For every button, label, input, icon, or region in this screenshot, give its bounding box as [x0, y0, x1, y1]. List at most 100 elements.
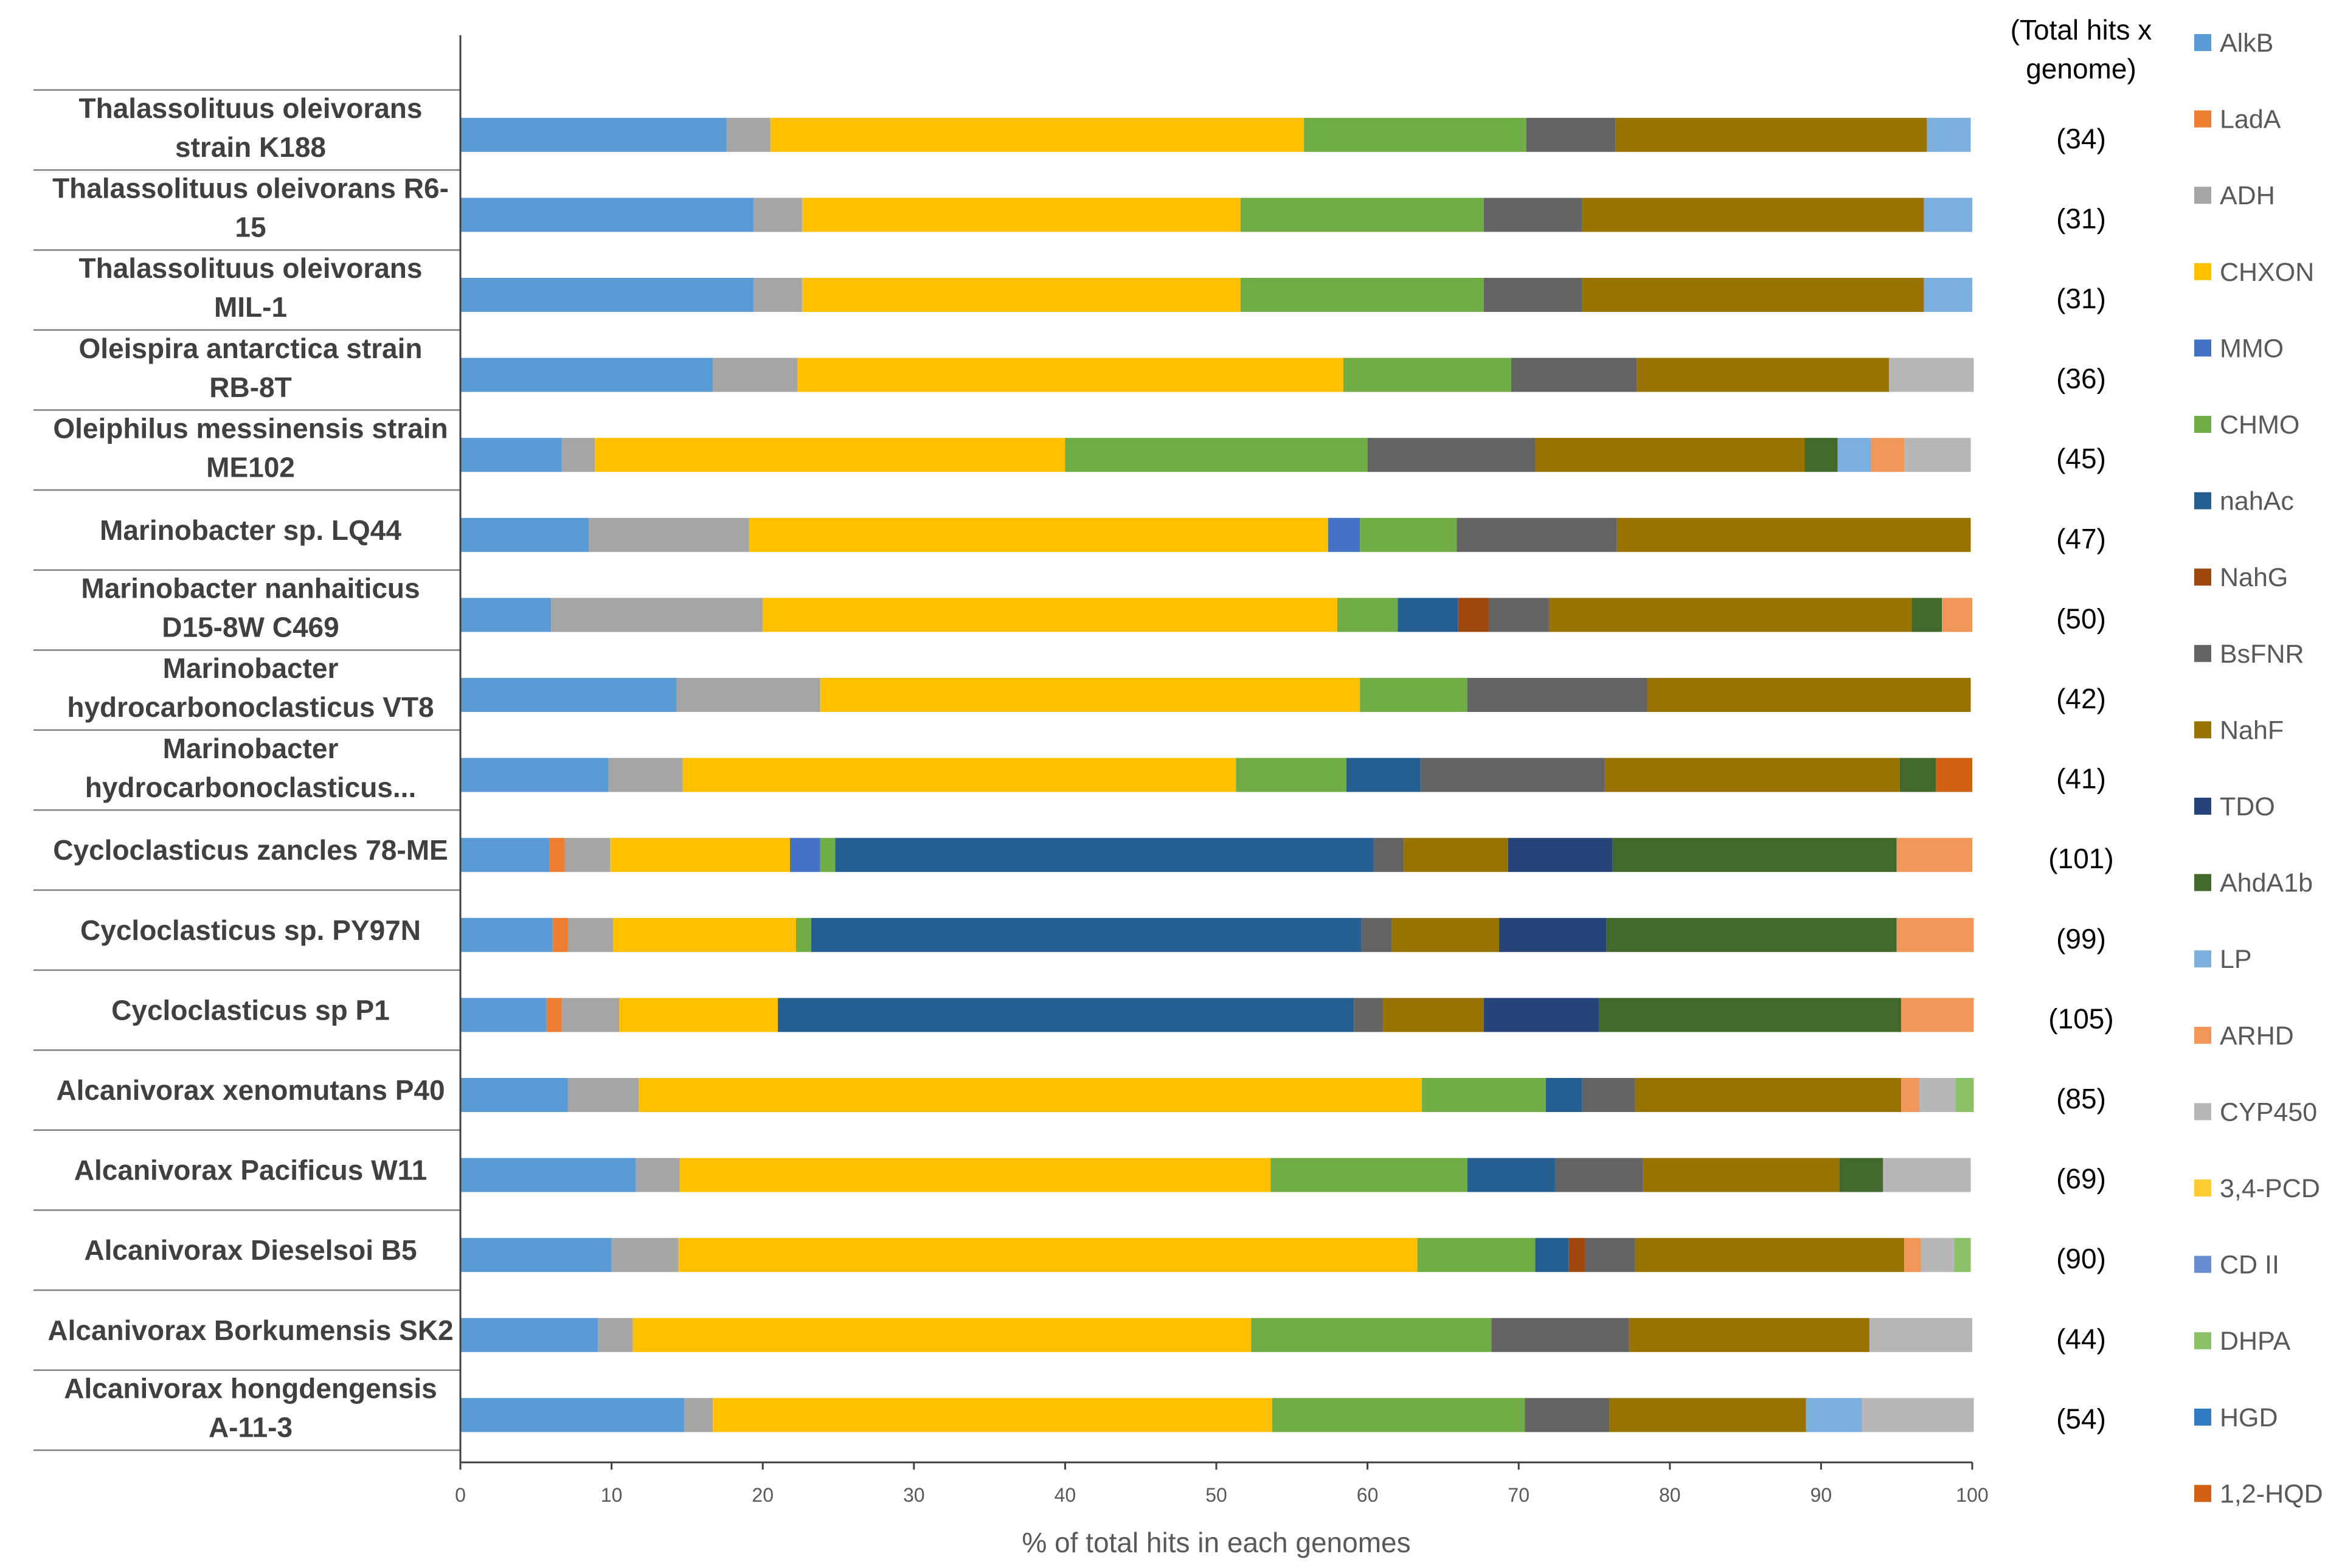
bar-segment-bsfnr [1420, 758, 1605, 792]
bar-segment-lada [552, 917, 568, 952]
total-hits-label: (34) [2056, 123, 2106, 154]
bar-segment-chxon [770, 117, 1304, 152]
bar-segment-alkb [460, 998, 547, 1032]
legend-swatch [2194, 110, 2211, 128]
bar-segment-ahda1b [1899, 758, 1936, 792]
bar-segment-alkb [460, 1398, 684, 1432]
bar-segment-chmo [1251, 1318, 1492, 1352]
x-tick-label: 30 [903, 1484, 925, 1506]
category-label-line: Thalassolituus oleivorans [79, 92, 423, 124]
bar-segment-adh [684, 1398, 713, 1432]
bar-segment-bsfnr [1582, 1078, 1635, 1112]
legend: AlkB LadA ADH CHXON MMO CHMO nahAc NahG BsFNR Nah… [2194, 29, 2323, 1508]
bar-segment-nahf [1404, 838, 1508, 872]
bar-segment-adh [551, 598, 763, 632]
bar-segment-nahf [1643, 1158, 1840, 1192]
legend-swatch [2194, 1179, 2211, 1197]
bar-segment-adh [676, 678, 820, 712]
bar-segment-nahf [1604, 758, 1900, 792]
bar-segment-chxon [619, 998, 778, 1032]
category-label-line: ME102 [206, 451, 295, 483]
bar-segment-adh [754, 278, 802, 312]
total-hits-label: (50) [2056, 603, 2106, 634]
bar-segment-cyp450 [1862, 1398, 1974, 1432]
category-label-line: D15-8W C469 [162, 612, 339, 643]
total-hits-label: (85) [2056, 1083, 2106, 1114]
legend-label: CHXON [2220, 258, 2314, 287]
total-hits-label: (31) [2056, 202, 2106, 234]
legend-swatch [2194, 1103, 2211, 1121]
category-label-line: Marinobacter sp. LQ44 [100, 514, 401, 546]
bar-segment-alkb [460, 1318, 598, 1352]
category-label: Thalassolituus oleivorans strain K188 [79, 92, 423, 163]
legend-label: LadA [2220, 105, 2281, 134]
category-label: Alcanivorax Borkumensis SK2 [47, 1314, 453, 1346]
bar-segment-adh [611, 1238, 678, 1273]
bar-segment-cyp450 [1919, 1078, 1956, 1112]
legend-swatch [2194, 492, 2211, 509]
bar-segment-chmo [795, 917, 811, 952]
bar-segment-nahac [835, 838, 1374, 872]
bar-segment-adh [726, 117, 771, 152]
bar-segment-adh [608, 758, 683, 792]
bar-segment-dhpa [1954, 1238, 1971, 1273]
category-label: Thalassolituus oleivorans MIL-1 [79, 252, 423, 323]
bar-segment-chxon [677, 1238, 1418, 1273]
legend-swatch [2194, 721, 2211, 739]
bar-segment-alkb [460, 678, 677, 712]
bar-segment-bsfnr [1488, 598, 1549, 632]
bar-segment-adh [713, 357, 798, 392]
bar-segment-alkb [460, 1158, 636, 1192]
bar-segment-adh [567, 917, 614, 952]
category-label: Marinobacter nanhaiticus D15-8W C469 [81, 573, 420, 643]
bar-segment-ahda1b [1598, 998, 1902, 1032]
total-hits-header-line: (Total hits x [2011, 14, 2152, 46]
category-separators [33, 89, 460, 1451]
bar-segment-chxon [679, 1158, 1271, 1192]
category-label-line: Marinobacter [163, 733, 339, 764]
legend-label: LP [2220, 945, 2252, 974]
bar-segment-nahac [811, 917, 1362, 952]
category-label-line: Thalassolituus oleivorans [79, 252, 423, 284]
bar-segment-lp [1924, 198, 1972, 232]
bar-segment-lada [546, 998, 562, 1032]
bar-segment-tdo [1508, 838, 1613, 872]
legend-label: ADH [2220, 181, 2275, 210]
bar-segment-bsfnr [1457, 517, 1617, 552]
legend-label: 1,2-HQD [2220, 1479, 2323, 1508]
bar-segment-chmo [820, 838, 836, 872]
bar-segment-nahac [1398, 598, 1458, 632]
category-label-line: hydrocarbonoclasticus... [85, 772, 416, 803]
bar-segment-lp [1806, 1398, 1862, 1432]
bar-segment-nahf [1647, 678, 1971, 712]
bar-segment-chmo [1304, 117, 1526, 152]
bar-segment-bsfnr [1585, 1238, 1635, 1273]
bar-segment-cyp450 [1904, 438, 1971, 472]
bar-segment-chmo [1422, 1078, 1546, 1112]
legend-swatch [2194, 263, 2211, 280]
bar-segment-1-2-hqd [1936, 758, 1972, 792]
category-label: Cycloclasticus zancles 78-ME [53, 834, 448, 866]
bar-segment-cyp450 [1889, 357, 1974, 392]
legend-label: NahG [2220, 563, 2288, 592]
category-label-line: Alcanivorax Dieselsoi B5 [84, 1234, 417, 1266]
category-label-line: Alcanivorax hongdengensis [64, 1373, 437, 1404]
legend-label: CHMO [2220, 410, 2299, 440]
category-label: Cycloclasticus sp. PY97N [80, 914, 421, 946]
bar-segment-arhd [1901, 1078, 1919, 1112]
bar-segment-adh [567, 1078, 639, 1112]
bar-segment-lp [1924, 278, 1972, 312]
bar-segment-nahf [1582, 278, 1924, 312]
bar-segment-alkb [460, 758, 609, 792]
bar-segment-adh [636, 1158, 680, 1192]
bar-segment-tdo [1484, 998, 1599, 1032]
x-axis: 0 10 20 30 40 50 60 70 80 90 100 % of total hits in… [455, 35, 1989, 1558]
category-label-line: A-11-3 [209, 1412, 293, 1443]
bar-segment-chxon [820, 678, 1360, 712]
category-label-line: Marinobacter [163, 652, 339, 684]
total-hits-header-line: genome) [2026, 53, 2136, 85]
bar-segment-alkb [460, 838, 550, 872]
category-label: Alcanivorax hongdengensis A-11-3 [64, 1373, 437, 1443]
x-tick-label: 100 [1956, 1484, 1988, 1506]
bar-segment-arhd [1901, 998, 1974, 1032]
